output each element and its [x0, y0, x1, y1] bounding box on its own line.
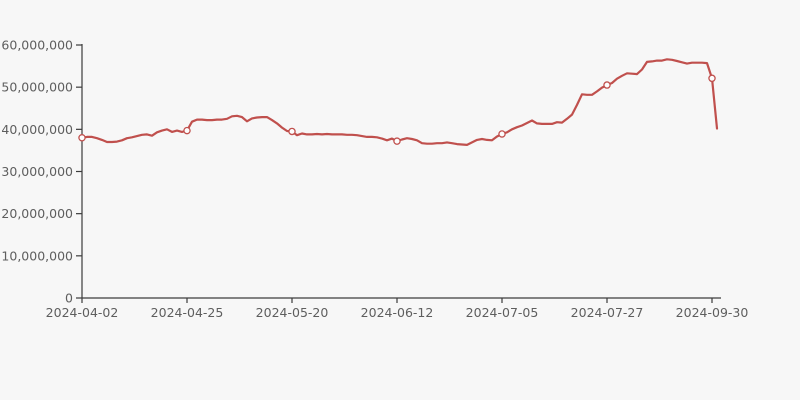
x-tick-label: 2024-07-05	[466, 305, 539, 320]
x-tick-label: 2024-04-25	[151, 305, 224, 320]
y-axis-ticks: 0 10,000,000 20,000,000 30,000,000 40,000,00…	[1, 38, 82, 306]
axes	[81, 44, 721, 299]
data-point-marker	[78, 134, 86, 142]
data-point-marker	[393, 137, 401, 145]
y-tick-label: 60,000,000	[1, 38, 73, 53]
x-tick-label: 2024-07-27	[571, 305, 644, 320]
data-point-marker	[603, 81, 611, 89]
data-point-marker	[498, 130, 506, 138]
x-tick-label: 2024-04-02	[46, 305, 119, 320]
series-line	[80, 58, 719, 146]
x-tick-label: 2024-05-20	[256, 305, 329, 320]
y-tick-label: 50,000,000	[1, 80, 73, 95]
y-tick-label: 10,000,000	[1, 248, 73, 263]
y-tick-label: 40,000,000	[1, 122, 73, 137]
x-tick-label: 2024-06-12	[361, 305, 434, 320]
data-point-marker	[708, 74, 716, 83]
data-point-marker	[288, 127, 296, 136]
y-tick-label: 20,000,000	[1, 206, 73, 221]
x-tick-label: 2024-09-30	[676, 305, 749, 320]
data-point-marker	[183, 126, 191, 135]
y-tick-label: 0	[65, 291, 73, 306]
x-axis-ticks: 2024-04-02 2024-04-25 2024-05-20 2024-06-12…	[46, 298, 749, 320]
series-markers	[78, 74, 716, 145]
y-tick-label: 30,000,000	[1, 164, 73, 179]
